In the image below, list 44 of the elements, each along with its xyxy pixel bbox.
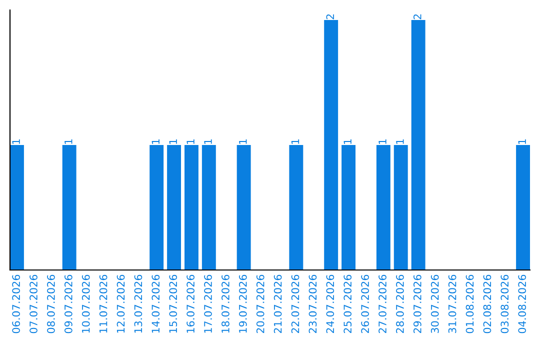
x-tick-label: 19.07.2026	[238, 274, 247, 333]
x-tick-label: 27.07.2026	[378, 274, 386, 334]
x-tick-label: 09.07.2026	[64, 274, 72, 334]
data-label: 1	[12, 139, 20, 144]
x-tick-label: 26.07.2026	[361, 274, 369, 334]
x-tick-label: 18.07.2026	[222, 274, 230, 333]
x-tick-label: 08.07.2026	[47, 274, 55, 334]
data-label: 1	[169, 139, 177, 144]
x-tick-label: 03.08.2026	[500, 274, 509, 334]
x-tick-label: 17.07.2026	[204, 274, 212, 333]
data-label: 1	[291, 139, 300, 144]
x-tick-label: 02.08.2026	[483, 274, 492, 334]
data-label: 1	[378, 139, 386, 144]
x-tick-label: 10.07.2026	[82, 274, 90, 333]
x-tick-label: 31.07.2026	[448, 274, 456, 334]
x-tick-label: 07.07.2026	[30, 274, 38, 334]
x-tick-label: 11.07.2026	[99, 274, 108, 333]
data-label: 1	[204, 139, 212, 144]
x-tick-label: 01.08.2026	[466, 274, 474, 334]
data-label: 1	[518, 139, 526, 144]
x-tick-label: 25.07.2026	[344, 274, 352, 334]
data-label: 1	[344, 139, 352, 144]
data-label: 1	[152, 139, 160, 144]
x-tick-label: 23.07.2026	[308, 274, 317, 334]
x-tick-label: 20.07.2026	[256, 274, 264, 334]
data-label: 2	[413, 14, 422, 20]
x-tick-label: 06.07.2026	[12, 274, 20, 334]
x-tick-label: 21.07.2026	[274, 274, 282, 334]
data-label: 1	[396, 139, 404, 144]
x-tick-label: 04.08.2026	[518, 274, 526, 334]
x-tick-label: 28.07.2026	[396, 274, 404, 334]
x-tick-label: 12.07.2026	[116, 274, 125, 333]
data-label: 1	[64, 139, 72, 144]
x-tick-label: 14.07.2026	[152, 274, 160, 333]
x-tick-label: 22.07.2026	[291, 274, 300, 334]
x-tick-label: 15.07.2026	[169, 274, 178, 333]
data-label: 1	[239, 139, 247, 144]
x-tick-label: 16.07.2026	[186, 274, 194, 333]
data-label: 1	[186, 139, 194, 144]
x-tick-label: 30.07.2026	[430, 274, 439, 334]
x-tick-label: 13.07.2026	[134, 274, 142, 333]
x-tick-label: 24.07.2026	[326, 274, 334, 334]
data-label: 2	[326, 14, 334, 20]
x-tick-label: 29.07.2026	[413, 274, 422, 334]
